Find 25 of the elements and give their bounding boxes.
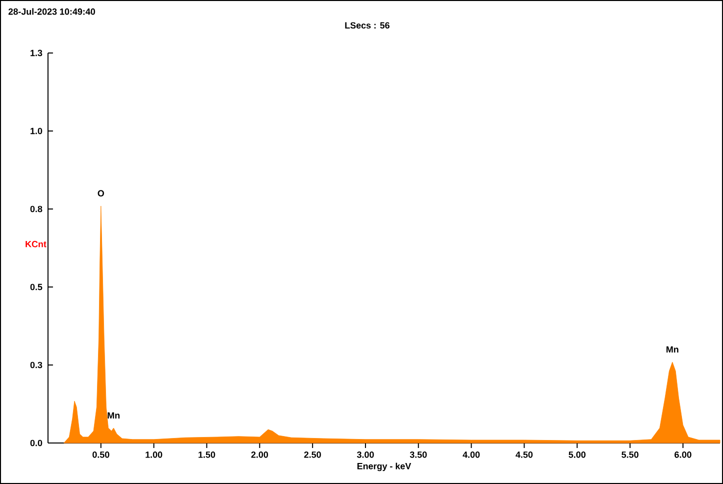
annotation: Mn [108, 412, 120, 418]
y-tick-label: 0.5 [30, 284, 42, 290]
x-tick-label: 5.00 [568, 451, 586, 458]
chart-title: 28-Jul-2023 10:49:40 [8, 8, 96, 15]
chart-subtitle: LSecs : 56 [345, 22, 390, 29]
x-tick-label: 6.00 [674, 451, 692, 458]
x-tick-label: 2.50 [304, 451, 321, 458]
x-tick-label: 4.00 [462, 451, 480, 458]
annotation: O [98, 190, 104, 197]
x-tick-label: 3.00 [356, 451, 374, 458]
x-tick-label: 2.00 [251, 451, 268, 458]
x-axis-title: Energy - keV [357, 462, 412, 472]
y-tick-label: 0.3 [30, 362, 42, 368]
x-tick-label: 3.50 [410, 451, 427, 458]
y-axis-title: KCnt [26, 240, 46, 248]
x-tick-label: 5.50 [622, 451, 638, 458]
x-tick-label: 4.50 [516, 451, 533, 458]
x-tick-label: 1.00 [146, 451, 162, 458]
x-tick-label: 1.50 [198, 451, 216, 458]
y-tick-label: 0.8 [30, 206, 42, 212]
y-tick-label: 1.0 [30, 128, 42, 134]
y-tick-label: 0.0 [30, 440, 42, 446]
y-tick-label: 1.3 [30, 50, 42, 56]
annotation: Mn [666, 346, 678, 352]
x-tick-label: 0.50 [92, 451, 110, 458]
